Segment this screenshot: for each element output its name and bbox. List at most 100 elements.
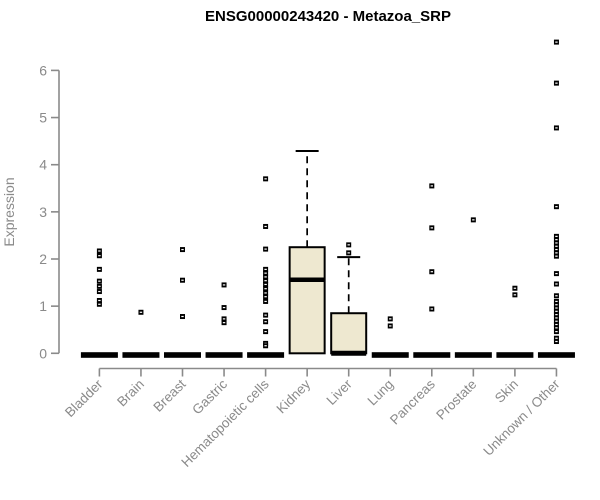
data-point-notch — [264, 288, 267, 290]
x-tick-label: Prostate — [433, 377, 479, 423]
zero-boxplot-bar — [205, 352, 243, 358]
x-tick-label: Lung — [365, 377, 397, 409]
data-point-notch — [264, 248, 267, 250]
data-point-notch — [264, 225, 267, 228]
data-point-notch — [264, 280, 267, 282]
x-tick-label: Kidney — [273, 376, 313, 416]
data-point-notch — [139, 311, 143, 313]
data-point-notch — [264, 276, 267, 278]
data-point-notch — [513, 287, 517, 289]
data-point-notch — [430, 271, 433, 273]
zero-boxplot-bar — [496, 352, 534, 358]
data-point-notch — [513, 294, 517, 296]
data-point-notch — [555, 327, 558, 329]
zero-boxplot-bar — [454, 352, 492, 358]
data-point-notch — [264, 314, 267, 316]
data-point-notch — [264, 292, 267, 294]
y-axis-label: Expression — [1, 177, 17, 246]
data-point-notch — [98, 268, 101, 270]
data-point-notch — [264, 331, 267, 333]
data-point-notch — [264, 321, 267, 323]
data-point-notch — [555, 242, 558, 244]
data-point-notch — [389, 318, 392, 320]
zero-boxplot-bar — [164, 352, 201, 358]
y-tick-label: 4 — [39, 157, 47, 173]
data-point-notch — [181, 279, 184, 281]
data-point-notch — [555, 273, 558, 275]
zero-boxplot-bar — [247, 352, 285, 358]
data-point-notch — [555, 331, 558, 333]
data-point-notch — [222, 306, 226, 309]
box — [330, 312, 368, 355]
chart-title: ENSG00000243420 - Metazoa_SRP — [205, 8, 451, 25]
zero-boxplot-bar — [80, 352, 118, 358]
data-point-notch — [98, 255, 101, 257]
data-point-notch — [264, 272, 267, 274]
x-tick-label: Skin — [492, 377, 521, 406]
data-point-notch — [181, 248, 184, 251]
data-point-notch — [98, 280, 101, 282]
data-point-notch — [347, 244, 350, 246]
data-point-notch — [264, 268, 267, 270]
data-point-notch — [555, 255, 558, 257]
x-tick-label: Breast — [150, 376, 188, 414]
data-point-notch — [555, 323, 558, 326]
data-point-notch — [555, 206, 558, 208]
data-point-notch — [264, 300, 267, 303]
y-tick-label: 1 — [39, 298, 47, 314]
data-point-notch — [98, 299, 101, 302]
data-point-notch — [98, 290, 101, 293]
data-point-notch — [555, 239, 558, 241]
x-tick-label: Liver — [324, 376, 356, 408]
y-tick-label: 5 — [39, 110, 47, 126]
zero-boxplot-bar — [371, 352, 409, 358]
data-point-notch — [430, 185, 433, 187]
x-tick-label: Unknown / Other — [480, 376, 563, 459]
data-point-notch — [472, 219, 475, 221]
data-point-notch — [98, 250, 101, 252]
data-point-notch — [555, 245, 558, 247]
data-point-notch — [181, 315, 184, 318]
data-point-notch — [555, 320, 558, 322]
y-tick-label: 6 — [39, 62, 47, 78]
data-point-notch — [98, 285, 101, 287]
x-tick-label: Pancreas — [387, 376, 438, 427]
data-point-notch — [555, 314, 558, 316]
data-point-notch — [555, 295, 558, 297]
y-tick-label: 3 — [39, 204, 47, 220]
y-tick-label: 2 — [39, 251, 47, 267]
data-point-notch — [264, 178, 267, 180]
data-point-notch — [555, 82, 558, 84]
data-point-notch — [98, 303, 101, 305]
data-point-notch — [555, 248, 558, 251]
data-point-notch — [555, 310, 558, 312]
data-point-notch — [555, 307, 558, 309]
data-point-notch — [555, 304, 558, 306]
zero-boxplot-bar — [122, 352, 160, 358]
data-point-notch — [222, 318, 226, 320]
data-point-notch — [264, 345, 267, 347]
data-point-notch — [555, 283, 558, 285]
data-point-notch — [430, 308, 433, 310]
zero-boxplot-bar — [537, 352, 575, 358]
box — [288, 246, 326, 355]
x-tick-label: Bladder — [62, 376, 106, 420]
data-point-notch — [389, 325, 392, 327]
zero-boxplot-bar — [413, 352, 451, 358]
data-point-notch — [555, 235, 558, 237]
x-tick-label: Brain — [114, 377, 147, 410]
data-point-notch — [555, 252, 558, 254]
data-point-notch — [347, 252, 350, 254]
data-point-notch — [555, 337, 558, 339]
data-point-notch — [430, 227, 433, 229]
data-point-notch — [555, 127, 558, 129]
data-point-notch — [264, 283, 267, 286]
y-tick-label: 0 — [39, 345, 47, 361]
data-point-notch — [222, 322, 226, 324]
data-point-notch — [222, 284, 226, 286]
data-point-notch — [555, 317, 558, 319]
data-point-notch — [555, 300, 558, 303]
